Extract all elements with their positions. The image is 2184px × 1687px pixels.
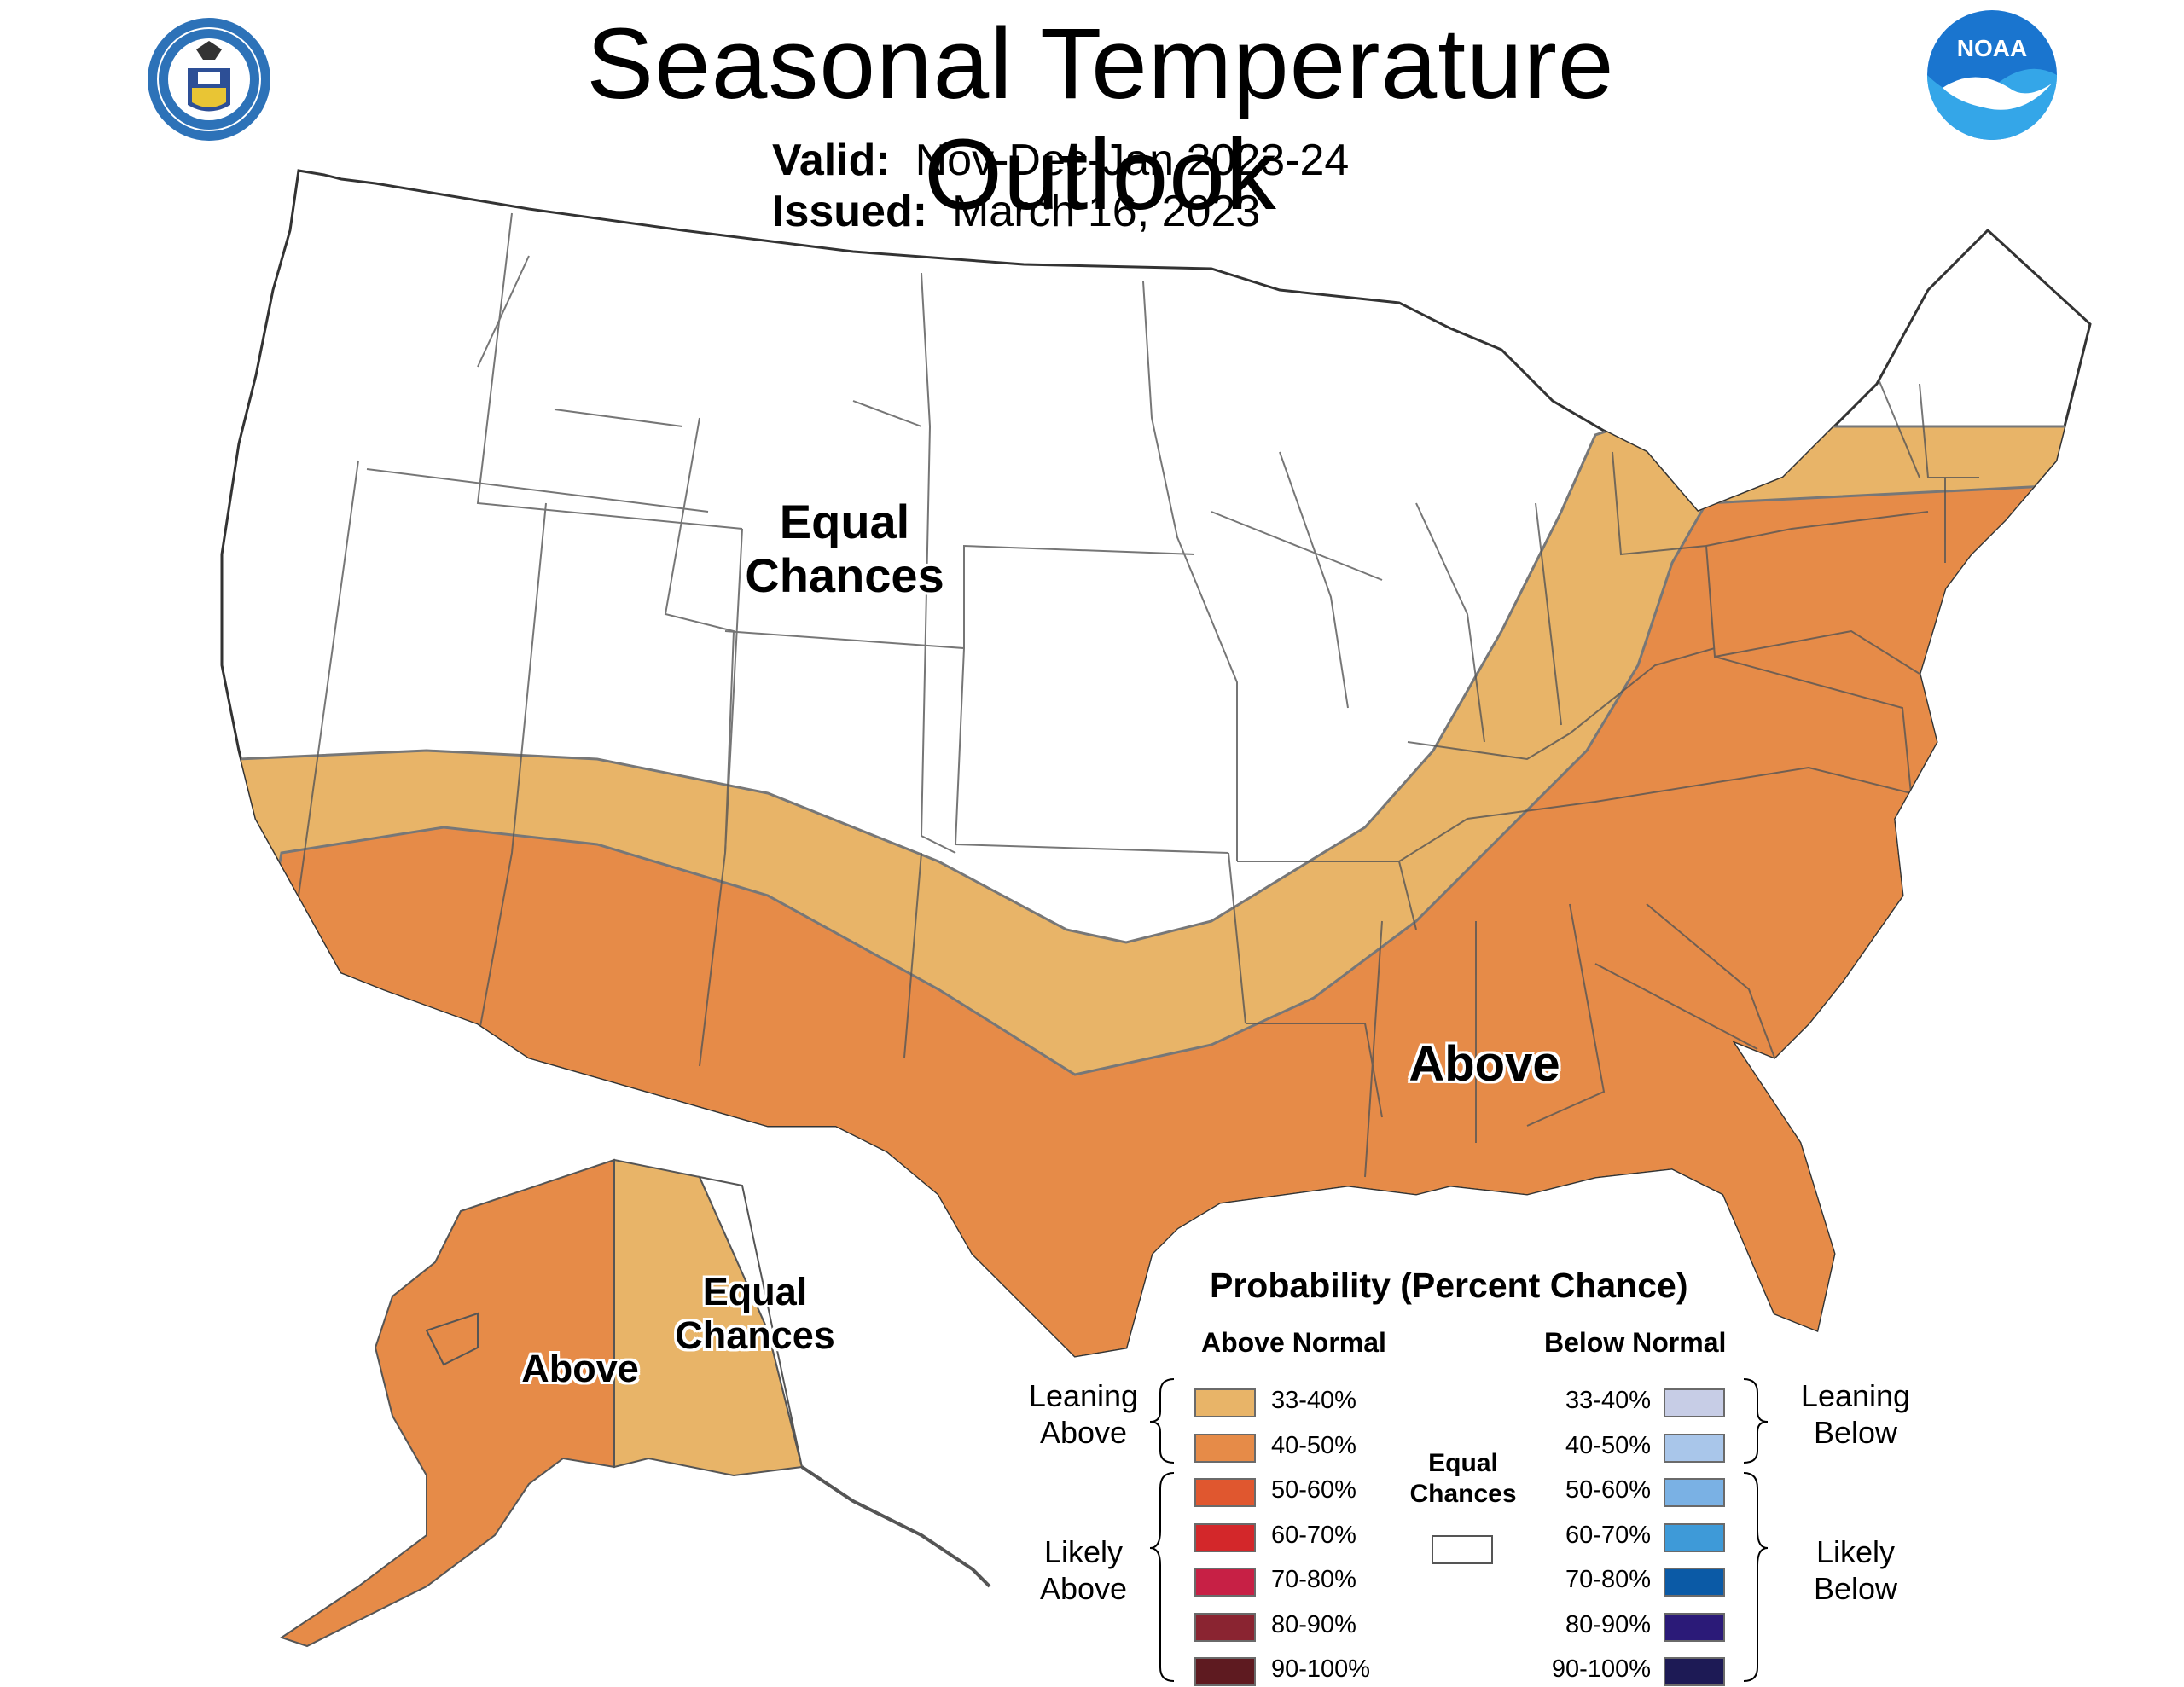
likely-above-label: Likely Above [1039, 1534, 1128, 1607]
valid-value: Nov-Dec-Jan 2023-24 [915, 136, 1350, 185]
above-normal-label: 50-60% [1271, 1476, 1356, 1504]
below-normal-label: 50-60% [1565, 1476, 1651, 1504]
issued-line: Issued: March 16, 2023 [772, 186, 1260, 237]
issued-value: March 16, 2023 [951, 187, 1261, 236]
above-normal-swatch [1194, 1433, 1256, 1463]
above-normal-swatch [1194, 1522, 1256, 1552]
below-normal-label: 80-90% [1565, 1610, 1651, 1638]
conus-above-label: Above [1409, 1036, 1560, 1092]
valid-line: Valid: Nov-Dec-Jan 2023-24 [772, 135, 1349, 186]
above-normal-swatch [1194, 1388, 1256, 1417]
issued-label: Issued: [772, 187, 928, 236]
below-normal-swatch [1664, 1657, 1725, 1686]
below-normal-swatch [1664, 1612, 1725, 1642]
valid-label: Valid: [772, 136, 891, 185]
leaning-above-label: Leaning Above [1028, 1378, 1139, 1451]
equal-chances-legend-label: Equal Chances [1409, 1449, 1517, 1508]
above-normal-label: 40-50% [1271, 1431, 1356, 1459]
above-normal-label: 70-80% [1271, 1566, 1356, 1593]
above-normal-swatch [1194, 1612, 1256, 1642]
below-normal-swatch [1664, 1522, 1725, 1552]
alaska-region [279, 1158, 991, 1648]
svg-text:NOAA: NOAA [1957, 35, 2027, 61]
leaning-below-label: Leaning Below [1800, 1378, 1911, 1451]
below-normal-label: 60-70% [1565, 1521, 1651, 1549]
below-normal-label: 90-100% [1551, 1655, 1651, 1683]
above-normal-swatch [1194, 1657, 1256, 1686]
above-normal-swatch [1194, 1478, 1256, 1507]
above-normal-label: 90-100% [1271, 1655, 1371, 1683]
conus-equal-chances-label: Equal Chances [745, 495, 944, 603]
above-braces [1149, 1378, 1175, 1682]
below-normal-swatch [1664, 1433, 1725, 1463]
below-braces [1743, 1378, 1769, 1682]
legend-above-header: Above Normal [1201, 1327, 1386, 1358]
legend-below-header: Below Normal [1544, 1327, 1727, 1358]
alaska-above-label: Above [521, 1347, 639, 1390]
noaa-logo: NOAA [1927, 10, 2057, 140]
commerce-seal-logo [148, 18, 270, 141]
legend-title: Probability (Percent Chance) [1210, 1266, 1688, 1305]
page-title: Seasonal Temperature Outlook [586, 8, 1615, 231]
equal-chances-swatch [1432, 1535, 1493, 1564]
above-normal-label: 80-90% [1271, 1610, 1356, 1638]
below-normal-label: 40-50% [1565, 1431, 1651, 1459]
above-normal-swatch [1194, 1568, 1256, 1597]
below-normal-label: 33-40% [1565, 1387, 1651, 1414]
below-normal-label: 70-80% [1565, 1566, 1651, 1593]
below-normal-swatch [1664, 1568, 1725, 1597]
below-normal-swatch [1664, 1478, 1725, 1507]
above-normal-label: 60-70% [1271, 1521, 1356, 1549]
below-normal-swatch [1664, 1388, 1725, 1417]
alaska-equal-chances-label: Equal Chances [675, 1270, 835, 1357]
likely-below-label: Likely Below [1813, 1534, 1898, 1607]
above-normal-label: 33-40% [1271, 1387, 1356, 1414]
